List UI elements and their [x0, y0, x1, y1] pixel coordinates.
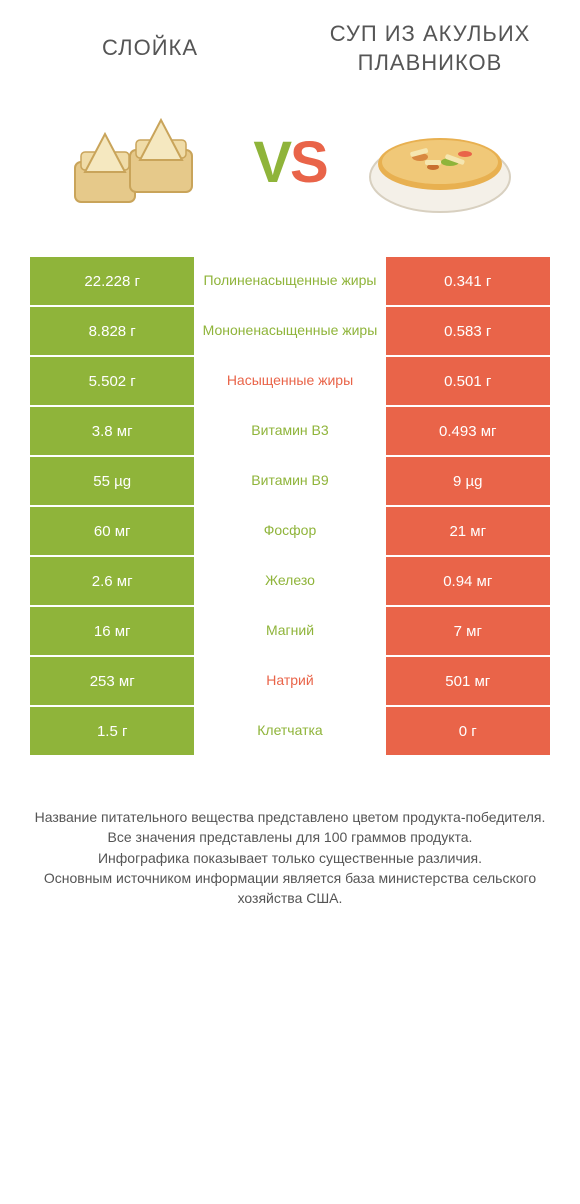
table-row: 16 мгМагний7 мг: [30, 607, 550, 655]
right-value: 0.493 мг: [384, 407, 550, 455]
header: СЛОЙКА СУП ИЗ АКУЛЬИХ ПЛАВНИКОВ: [0, 0, 580, 87]
table-row: 5.502 гНасыщенные жиры0.501 г: [30, 357, 550, 405]
right-value: 0.341 г: [384, 257, 550, 305]
table-row: 1.5 гКлетчатка0 г: [30, 707, 550, 755]
table-row: 253 мгНатрий501 мг: [30, 657, 550, 705]
left-value: 8.828 г: [30, 307, 196, 355]
footer-line-4: Основным источником информации является …: [30, 868, 550, 909]
soup-icon: [355, 102, 525, 222]
left-product-title: СЛОЙКА: [102, 34, 198, 63]
footer: Название питательного вещества представл…: [0, 757, 580, 928]
vs-label: VS: [230, 129, 350, 196]
vs-v: V: [253, 130, 290, 195]
table-row: 55 µgВитамин B99 µg: [30, 457, 550, 505]
right-value: 0.501 г: [384, 357, 550, 405]
right-value: 0.94 мг: [384, 557, 550, 605]
pastry-icon: [55, 102, 225, 222]
table-row: 2.6 мгЖелезо0.94 мг: [30, 557, 550, 605]
header-right: СУП ИЗ АКУЛЬИХ ПЛАВНИКОВ: [290, 20, 570, 77]
vs-s: S: [290, 130, 327, 195]
left-value: 55 µg: [30, 457, 196, 505]
right-value: 501 мг: [384, 657, 550, 705]
right-value: 0 г: [384, 707, 550, 755]
pastry-image: [50, 97, 230, 227]
left-value: 16 мг: [30, 607, 196, 655]
nutrient-label: Натрий: [196, 657, 383, 705]
soup-image: [350, 97, 530, 227]
nutrient-label: Клетчатка: [196, 707, 383, 755]
left-value: 1.5 г: [30, 707, 196, 755]
right-value: 9 µg: [384, 457, 550, 505]
left-value: 60 мг: [30, 507, 196, 555]
header-left: СЛОЙКА: [10, 20, 290, 77]
nutrient-label: Полиненасыщенные жиры: [196, 257, 383, 305]
right-value: 21 мг: [384, 507, 550, 555]
footer-line-1: Название питательного вещества представл…: [30, 807, 550, 827]
nutrient-label: Мононенасыщенные жиры: [196, 307, 383, 355]
nutrient-label: Фосфор: [196, 507, 383, 555]
right-product-title: СУП ИЗ АКУЛЬИХ ПЛАВНИКОВ: [290, 20, 570, 77]
footer-line-2: Все значения представлены для 100 граммо…: [30, 827, 550, 847]
left-value: 22.228 г: [30, 257, 196, 305]
nutrient-label: Насыщенные жиры: [196, 357, 383, 405]
comparison-table: 22.228 гПолиненасыщенные жиры0.341 г8.82…: [0, 257, 580, 755]
footer-line-3: Инфографика показывает только существенн…: [30, 848, 550, 868]
right-value: 7 мг: [384, 607, 550, 655]
left-value: 2.6 мг: [30, 557, 196, 605]
left-value: 253 мг: [30, 657, 196, 705]
table-row: 60 мгФосфор21 мг: [30, 507, 550, 555]
nutrient-label: Железо: [196, 557, 383, 605]
nutrient-label: Витамин B9: [196, 457, 383, 505]
nutrient-label: Магний: [196, 607, 383, 655]
table-row: 22.228 гПолиненасыщенные жиры0.341 г: [30, 257, 550, 305]
left-value: 5.502 г: [30, 357, 196, 405]
vs-row: VS: [0, 87, 580, 257]
table-row: 3.8 мгВитамин B30.493 мг: [30, 407, 550, 455]
left-value: 3.8 мг: [30, 407, 196, 455]
table-row: 8.828 гМононенасыщенные жиры0.583 г: [30, 307, 550, 355]
nutrient-label: Витамин B3: [196, 407, 383, 455]
right-value: 0.583 г: [384, 307, 550, 355]
